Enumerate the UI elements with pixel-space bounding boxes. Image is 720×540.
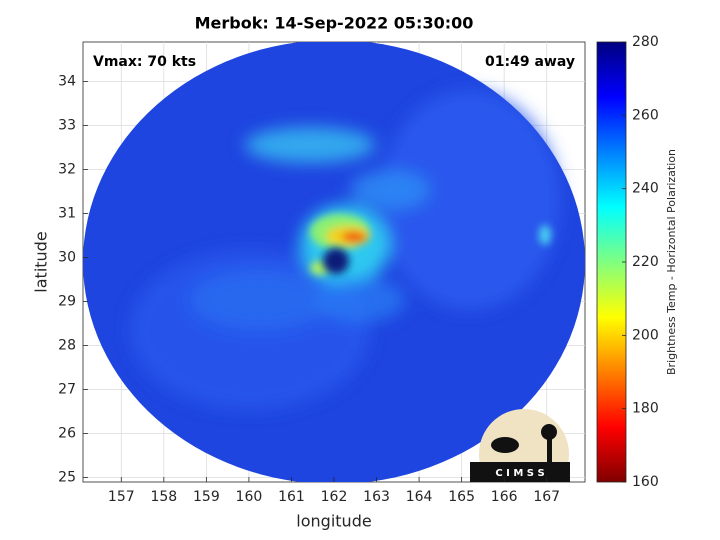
y-tick-label: 29 xyxy=(58,294,76,310)
x-tick-label: 165 xyxy=(448,489,475,505)
x-tick-label: 162 xyxy=(321,489,348,505)
x-tick-label: 158 xyxy=(150,489,177,505)
colorbar-tick-label: 160 xyxy=(632,474,659,490)
logo: C I M S S xyxy=(470,409,570,482)
chart-title: Merbok: 14-Sep-2022 05:30:00 xyxy=(195,14,474,33)
y-tick-label: 30 xyxy=(58,250,76,266)
y-tick-label: 25 xyxy=(58,470,76,486)
colorbar-tick-label: 200 xyxy=(632,327,659,343)
x-tick-label: 163 xyxy=(363,489,390,505)
y-tick-label: 27 xyxy=(58,382,76,398)
x-tick-label: 157 xyxy=(108,489,135,505)
y-tick-label: 31 xyxy=(58,206,76,222)
x-tick-label: 167 xyxy=(533,489,560,505)
logo-text: C I M S S xyxy=(495,468,544,479)
y-tick-label: 32 xyxy=(58,162,76,178)
colorbar xyxy=(596,41,627,483)
x-axis-label: longitude xyxy=(296,512,371,531)
y-tick-label: 26 xyxy=(58,426,76,442)
y-tick-label: 34 xyxy=(58,74,76,90)
colorbar-tick-label: 180 xyxy=(632,401,659,417)
colorbar-tick-label: 240 xyxy=(632,181,659,197)
satellite-image: C I M S S xyxy=(83,42,585,482)
colorbar-tick-label: 260 xyxy=(632,107,659,123)
annotation: Vmax: 70 kts xyxy=(93,54,196,70)
colorbar-label: Brightness Temp - Horizontal Polarizatio… xyxy=(665,149,678,375)
x-tick-label: 164 xyxy=(406,489,433,505)
y-axis-label: latitude xyxy=(32,231,51,292)
x-tick-label: 159 xyxy=(193,489,220,505)
x-tick-label: 161 xyxy=(278,489,305,505)
colorbar-tick-label: 220 xyxy=(632,254,659,270)
x-tick-label: 166 xyxy=(491,489,518,505)
x-tick-label: 160 xyxy=(236,489,263,505)
annotation: 01:49 away xyxy=(485,54,575,70)
y-tick-label: 33 xyxy=(58,118,76,134)
y-tick-label: 28 xyxy=(58,338,76,354)
colorbar-tick-label: 280 xyxy=(632,34,659,50)
